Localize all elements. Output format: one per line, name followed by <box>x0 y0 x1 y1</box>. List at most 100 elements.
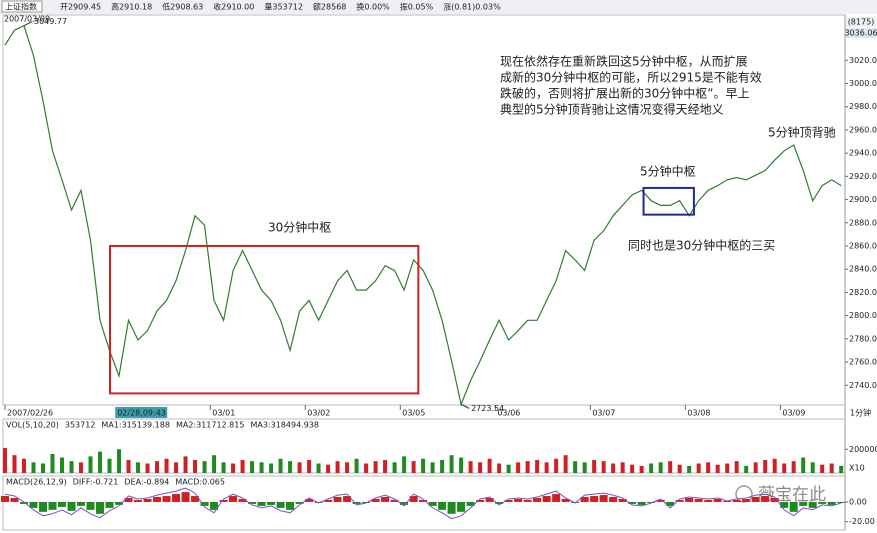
macd-bar <box>438 501 447 510</box>
diff-line <box>4 487 842 520</box>
watermark-icon <box>735 485 753 503</box>
macd-bar <box>267 501 276 505</box>
volume-bar <box>601 461 606 473</box>
macd-bar <box>181 492 190 502</box>
volume-bar <box>88 456 93 473</box>
commentary-line: 跌破的，否则将扩展出新的30分钟中枢”。早上 <box>500 86 750 101</box>
macd-bar <box>10 498 19 502</box>
panel-title: 353712 <box>65 421 96 430</box>
macd-bar <box>818 501 827 504</box>
macd-bar <box>789 501 798 512</box>
volume-bar <box>506 464 511 473</box>
macd-bar <box>628 501 637 504</box>
macd-bar <box>428 501 437 506</box>
macd-bar <box>333 497 342 502</box>
volume-bar <box>22 458 27 473</box>
volume-bar <box>183 456 188 473</box>
header-item: 高2910.18 <box>111 2 152 12</box>
volume-bar <box>354 458 359 473</box>
volume-bar <box>563 455 568 473</box>
macd-bar <box>238 499 247 502</box>
volume-bar <box>373 461 378 473</box>
y-tick-label: 2780.00 <box>849 334 877 343</box>
x-tick-label: 03/02 <box>307 409 330 418</box>
x-tick-label: 03/01 <box>212 409 235 418</box>
volume-bar <box>288 461 293 473</box>
macd-bar <box>694 499 703 502</box>
annotation: 30分钟中枢 <box>268 220 331 235</box>
macd-bar <box>704 499 713 502</box>
macd-bar <box>257 501 266 506</box>
macd-bar <box>1 496 9 502</box>
volume-bar <box>98 451 103 473</box>
volume-bar <box>193 459 198 473</box>
header-item: 振0.05% <box>400 2 434 12</box>
y-tick-label: 0.00 <box>849 497 867 506</box>
volume-bar <box>829 463 834 473</box>
macd-bar <box>523 499 532 502</box>
macd-bar <box>609 497 618 502</box>
macd-bar <box>295 501 304 504</box>
annotation: 5分钟中枢 <box>640 164 696 179</box>
right-label-box <box>846 28 876 38</box>
y-tick-label: 2920.00 <box>849 172 877 181</box>
volume-bar <box>753 462 758 473</box>
macd-bar <box>162 496 171 502</box>
x-unit: 1分钟 <box>850 408 871 418</box>
volume-bar <box>12 455 17 473</box>
volume-bar <box>164 458 169 473</box>
header-item: 量353712 <box>264 3 303 12</box>
extreme-marker <box>23 21 33 27</box>
index-title: 上证指数 <box>5 2 37 12</box>
extreme-marker <box>460 403 470 409</box>
macd-bar <box>447 501 456 514</box>
macd-bar <box>561 499 570 502</box>
y-tick-label: 2880.00 <box>849 218 877 227</box>
macd-bar <box>276 501 285 508</box>
macd-bar <box>77 501 86 506</box>
volume-bar <box>411 461 416 473</box>
volume-bar <box>316 463 321 473</box>
panel-title: MACD(26,12,9) <box>6 478 67 487</box>
volume-bar <box>259 462 264 473</box>
macd-bar <box>751 497 760 502</box>
macd-bar <box>685 498 694 502</box>
macd-bar <box>409 496 418 502</box>
macd-bar <box>466 501 475 506</box>
volume-bar <box>516 462 521 473</box>
macd-bar <box>533 498 542 502</box>
volume-bar <box>544 462 549 473</box>
macd-bar <box>732 499 741 502</box>
volume-bar <box>145 463 150 473</box>
volume-bar <box>449 455 454 473</box>
cursor-box <box>115 407 168 418</box>
macd-bar <box>580 497 589 502</box>
panel-title: VOL(5,10,20) <box>6 421 59 430</box>
macd-bar <box>210 501 219 510</box>
macd-bar <box>761 496 770 502</box>
y-tick-label: 200000 <box>849 445 877 454</box>
panel-title: MA3:318494.938 <box>250 421 319 430</box>
macd-bar <box>96 501 105 514</box>
header-item: 换0.00% <box>356 2 390 12</box>
volume-bar <box>658 462 663 473</box>
zone-box <box>642 186 695 216</box>
macd-bar <box>590 496 599 502</box>
macd-bar <box>58 501 67 507</box>
y-tick-label: 2860.00 <box>849 241 877 250</box>
volume-bar <box>326 464 331 473</box>
volume-bar <box>649 463 654 473</box>
panel-title: DIFF:-0.721 <box>73 478 119 487</box>
macd-bar <box>390 499 399 502</box>
right-label: (8175) <box>848 18 875 27</box>
volume-bar <box>592 459 597 473</box>
header-item: 开2909.45 <box>60 3 101 12</box>
volume-bar <box>212 455 217 473</box>
macd-bar <box>476 499 485 502</box>
volume-bar <box>554 458 559 473</box>
macd-bar <box>713 499 722 502</box>
macd-bar <box>248 501 257 504</box>
macd-bar <box>124 498 133 502</box>
extreme-label: 3049.77 <box>34 17 67 26</box>
